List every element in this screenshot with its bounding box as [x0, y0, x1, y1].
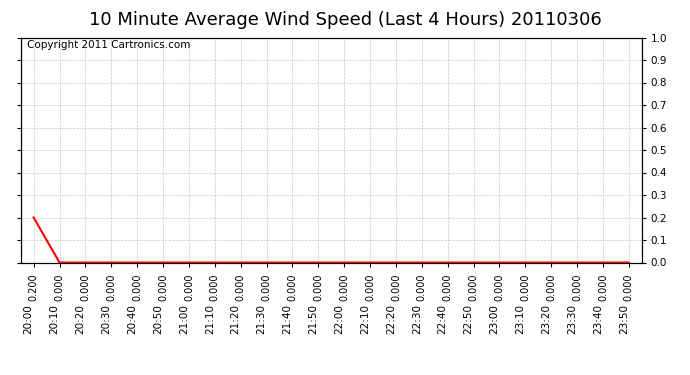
Text: 0.000: 0.000: [184, 274, 194, 301]
Text: 20:50: 20:50: [153, 304, 163, 334]
Text: 22:30: 22:30: [412, 304, 422, 334]
Text: 20:30: 20:30: [101, 304, 111, 334]
Text: 20:20: 20:20: [75, 304, 86, 334]
Text: 0.000: 0.000: [313, 274, 323, 301]
Text: 21:00: 21:00: [179, 304, 189, 334]
Text: 23:40: 23:40: [593, 304, 603, 334]
Text: 21:20: 21:20: [230, 304, 241, 334]
Text: 23:50: 23:50: [619, 304, 629, 334]
Text: 22:40: 22:40: [437, 304, 448, 334]
Text: 0.000: 0.000: [598, 274, 608, 301]
Text: 0.000: 0.000: [106, 274, 116, 301]
Text: 20:40: 20:40: [127, 304, 137, 334]
Text: 23:10: 23:10: [515, 304, 525, 334]
Text: 0.000: 0.000: [262, 274, 271, 301]
Text: 0.000: 0.000: [365, 274, 375, 301]
Text: 0.000: 0.000: [236, 274, 246, 301]
Text: 22:10: 22:10: [360, 304, 370, 334]
Text: 0.000: 0.000: [210, 274, 219, 301]
Text: 0.000: 0.000: [132, 274, 142, 301]
Text: 22:00: 22:00: [334, 304, 344, 334]
Text: 0.200: 0.200: [29, 274, 39, 302]
Text: 0.000: 0.000: [546, 274, 556, 301]
Text: 21:50: 21:50: [308, 304, 318, 334]
Text: 0.000: 0.000: [55, 274, 64, 301]
Text: 21:10: 21:10: [205, 304, 215, 334]
Text: 23:30: 23:30: [567, 304, 577, 334]
Text: 0.000: 0.000: [417, 274, 426, 301]
Text: 23:00: 23:00: [489, 304, 500, 334]
Text: 21:40: 21:40: [282, 304, 293, 334]
Text: 0.000: 0.000: [288, 274, 297, 301]
Text: 23:20: 23:20: [541, 304, 551, 334]
Text: 0.000: 0.000: [391, 274, 401, 301]
Text: 0.000: 0.000: [158, 274, 168, 301]
Text: 21:30: 21:30: [257, 304, 266, 334]
Text: 20:10: 20:10: [50, 304, 59, 334]
Text: 0.000: 0.000: [81, 274, 90, 301]
Text: 0.000: 0.000: [572, 274, 582, 301]
Text: 0.000: 0.000: [624, 274, 633, 301]
Text: Copyright 2011 Cartronics.com: Copyright 2011 Cartronics.com: [27, 40, 190, 50]
Text: 10 Minute Average Wind Speed (Last 4 Hours) 20110306: 10 Minute Average Wind Speed (Last 4 Hou…: [88, 11, 602, 29]
Text: 22:50: 22:50: [464, 304, 473, 334]
Text: 0.000: 0.000: [520, 274, 530, 301]
Text: 0.000: 0.000: [443, 274, 453, 301]
Text: 0.000: 0.000: [495, 274, 504, 301]
Text: 0.000: 0.000: [469, 274, 478, 301]
Text: 0.000: 0.000: [339, 274, 349, 301]
Text: 20:00: 20:00: [23, 304, 34, 334]
Text: 22:20: 22:20: [386, 304, 396, 334]
